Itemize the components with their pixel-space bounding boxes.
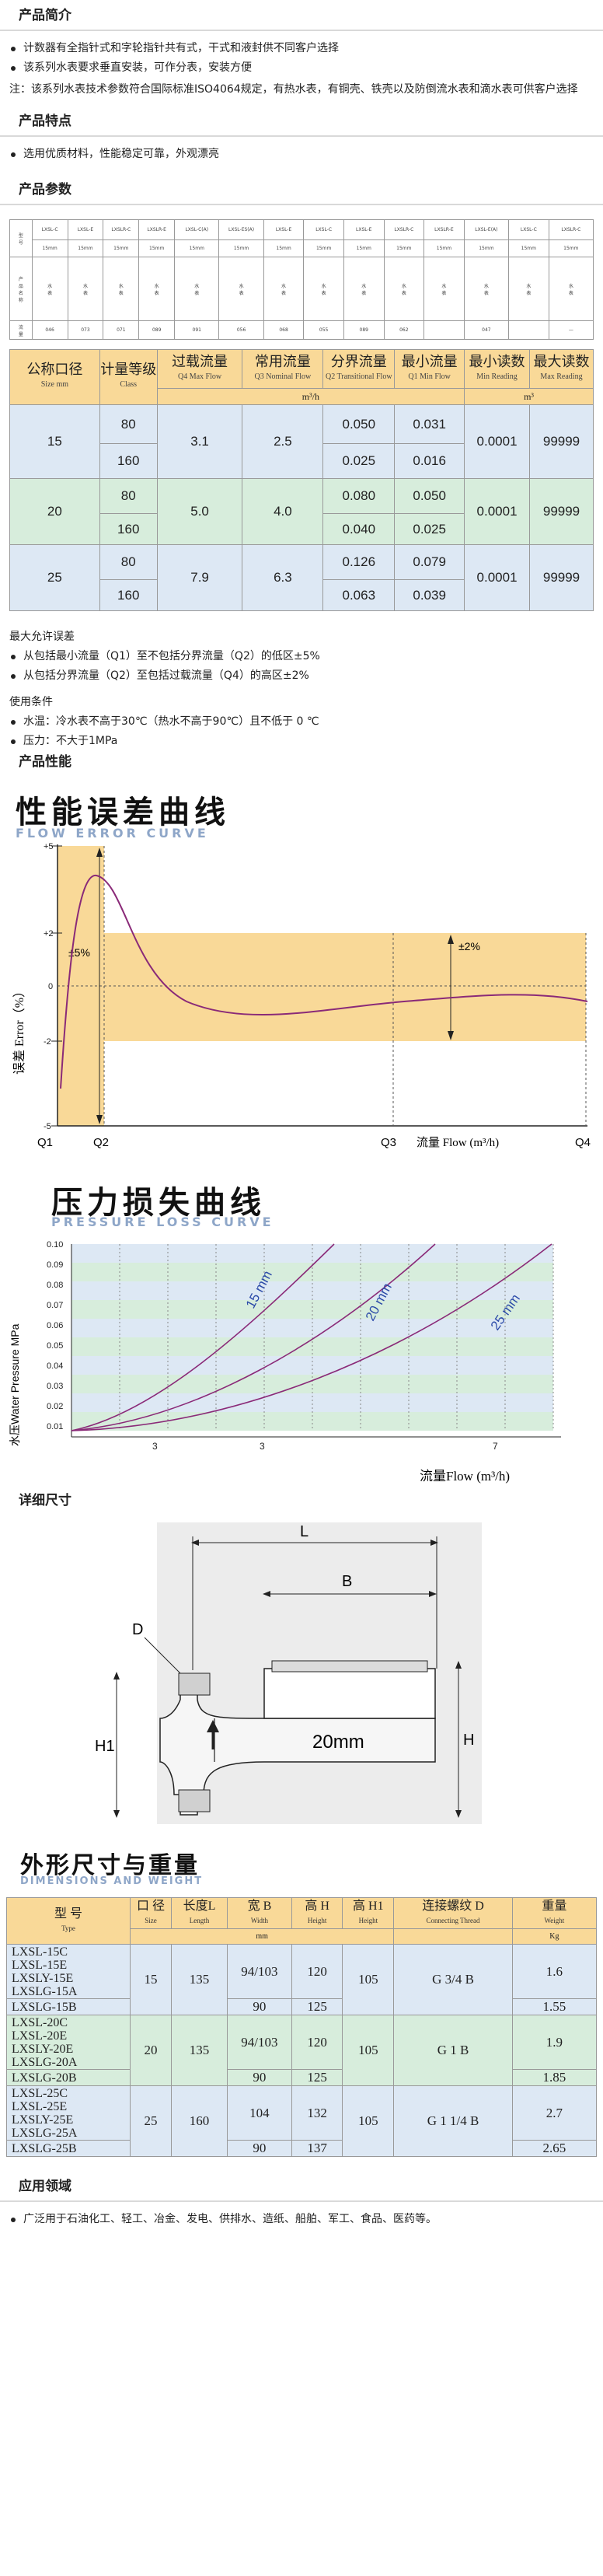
flow-error-curve: 性能误差曲线 FLOW ERROR CURVE +5 +2 0 -2 -5 — [0, 776, 603, 1173]
error-title: 最大允许误差 — [9, 631, 75, 643]
svg-text:D: D — [132, 1621, 143, 1638]
dimension-table: 型 号 Type 口 径 Size 长度L Length 宽 B Width 高 H He… — [6, 1897, 598, 2157]
dimension-title-block: 外形尺寸与重量 DIMENSIONS AND WEIGHT — [0, 1835, 603, 1897]
section-heading-params: 产品参数 — [0, 174, 603, 205]
feature-bullet-1: 选用优质材料，性能稳定可靠，外观漂亮 — [0, 145, 603, 164]
pressure-loss-curve: 压力损失曲线 PRESSURE LOSS CURVE 水压Water Press… — [0, 1173, 603, 1491]
curve1-subtitle: FLOW ERROR CURVE — [16, 826, 209, 841]
svg-text:流量 Flow (m³/h): 流量 Flow (m³/h) — [417, 1136, 499, 1149]
svg-text:Q3: Q3 — [381, 1136, 396, 1149]
svg-text:0.10: 0.10 — [47, 1240, 63, 1250]
flow-row: 20 80 5.0 4.0 0.080 0.050 0.0001 99999 — [9, 478, 594, 545]
section-heading-drawing: 详细尺寸 — [0, 1491, 603, 1515]
flow-parameter-table: 公称口径 Size mm 计量等级 Class 过载流量 Q4 Max Flow 常用… — [9, 349, 594, 611]
section-heading-application: 应用领域 — [0, 2171, 603, 2202]
condition-bullet-1: 水温：冷水表不高于30℃（热水不高于90℃）且不低于 0 ℃ — [0, 712, 603, 732]
svg-text:L: L — [300, 1523, 308, 1540]
svg-text:Q1: Q1 — [37, 1136, 53, 1149]
spec-table-scanned: 型号 LXSL-C LXSL-E LXSLR-C LXSLR-E LXSL-C(… — [9, 219, 594, 340]
condition-bullet-2: 压力：不大于1MPa — [0, 732, 603, 751]
dimension-title: 外形尺寸与重量 — [20, 1852, 200, 1879]
section-heading-intro: 产品简介 — [0, 0, 603, 31]
svg-text:H1: H1 — [95, 1738, 115, 1755]
section-heading-performance: 产品性能 — [0, 751, 603, 776]
svg-text:3: 3 — [260, 1441, 265, 1452]
svg-text:0.03: 0.03 — [47, 1382, 63, 1391]
svg-text:7: 7 — [493, 1441, 498, 1452]
dimension-row: LXSL-20C LXSL-20E LXSLY-20E LXSLG-20A 20 13… — [6, 2015, 598, 2086]
svg-text:0.02: 0.02 — [47, 1402, 63, 1411]
svg-text:3: 3 — [152, 1441, 158, 1452]
svg-text:0.09: 0.09 — [47, 1260, 63, 1270]
svg-text:误差 Error（%）: 误差 Error（%） — [12, 985, 26, 1075]
svg-text:Q4: Q4 — [575, 1136, 591, 1149]
intro-bullet-1: 计数器有全指针式和字轮指针共有式，干式和液封供不同客户选择 — [0, 39, 603, 58]
curve2-title: 压力损失曲线 — [51, 1185, 266, 1221]
svg-text:+2: +2 — [44, 929, 54, 938]
error-bullet-2: 从包括分界流量（Q2）至包括过载流量（Q4）的高区±2% — [0, 666, 603, 686]
svg-text:H: H — [463, 1732, 474, 1749]
dimension-subtitle: DIMENSIONS AND WEIGHT — [20, 1875, 204, 1887]
svg-text:水压Water Pressure MPa: 水压Water Pressure MPa — [9, 1323, 21, 1446]
svg-text:0.04: 0.04 — [47, 1361, 63, 1371]
flow-row: 25 80 7.9 6.3 0.126 0.079 0.0001 99999 — [9, 544, 594, 611]
error-bullet-1: 从包括最小流量（Q1）至不包括分界流量（Q2）的低区±5% — [0, 647, 603, 666]
pressure-loss-chart: 水压Water Pressure MPa 0.10 0.09 0.08 0.07… — [9, 1240, 561, 1484]
svg-text:Q2: Q2 — [93, 1136, 109, 1149]
svg-text:0.08: 0.08 — [47, 1281, 63, 1290]
svg-text:流量Flow (m³/h): 流量Flow (m³/h) — [420, 1469, 510, 1484]
svg-text:±2%: ±2% — [458, 940, 480, 952]
svg-text:0.05: 0.05 — [47, 1341, 63, 1351]
curve2-subtitle: PRESSURE LOSS CURVE — [51, 1215, 274, 1229]
dimension-drawing: 20mm L B D H1 H — [0, 1515, 603, 1835]
svg-text:-5: -5 — [44, 1122, 51, 1131]
dimension-row: LXSL-15C LXSL-15E LXSLY-15E LXSLG-15A 15 13… — [6, 1944, 598, 2015]
application-bullet-1: 广泛用于石油化工、轻工、冶金、发电、供排水、造纸、船舶、军工、食品、医药等。 — [0, 2210, 603, 2229]
svg-text:B: B — [342, 1573, 352, 1590]
flow-row: 15 80 3.1 2.5 0.050 0.031 0.0001 99999 — [9, 404, 594, 479]
svg-text:0.01: 0.01 — [47, 1422, 63, 1431]
section-heading-features: 产品特点 — [0, 106, 603, 137]
svg-text:+5: +5 — [44, 842, 54, 851]
svg-text:0: 0 — [48, 982, 53, 991]
intro-note: 注：该系列水表技术参数符合国际标准ISO4064规定，有热水表，有铜壳、铁壳以及… — [9, 83, 578, 96]
svg-text:0.06: 0.06 — [47, 1321, 63, 1330]
dimension-row: LXSL-25C LXSL-25E LXSLY-25E LXSLG-25A 25 16… — [6, 2085, 598, 2157]
svg-text:±5%: ±5% — [68, 946, 90, 959]
svg-text:-2: -2 — [44, 1037, 51, 1047]
conditions-title: 使用条件 — [9, 696, 53, 708]
intro-bullet-2: 该系列水表要求垂直安装，可作分表，安装方便 — [0, 58, 603, 78]
flow-error-chart: +5 +2 0 -2 -5 ±5% ±2% — [12, 842, 591, 1149]
svg-text:20mm: 20mm — [312, 1732, 364, 1753]
svg-text:0.07: 0.07 — [47, 1301, 63, 1310]
water-meter-drawing: 20mm L B D H1 H — [95, 1522, 482, 1824]
curve1-title: 性能误差曲线 — [16, 795, 230, 830]
